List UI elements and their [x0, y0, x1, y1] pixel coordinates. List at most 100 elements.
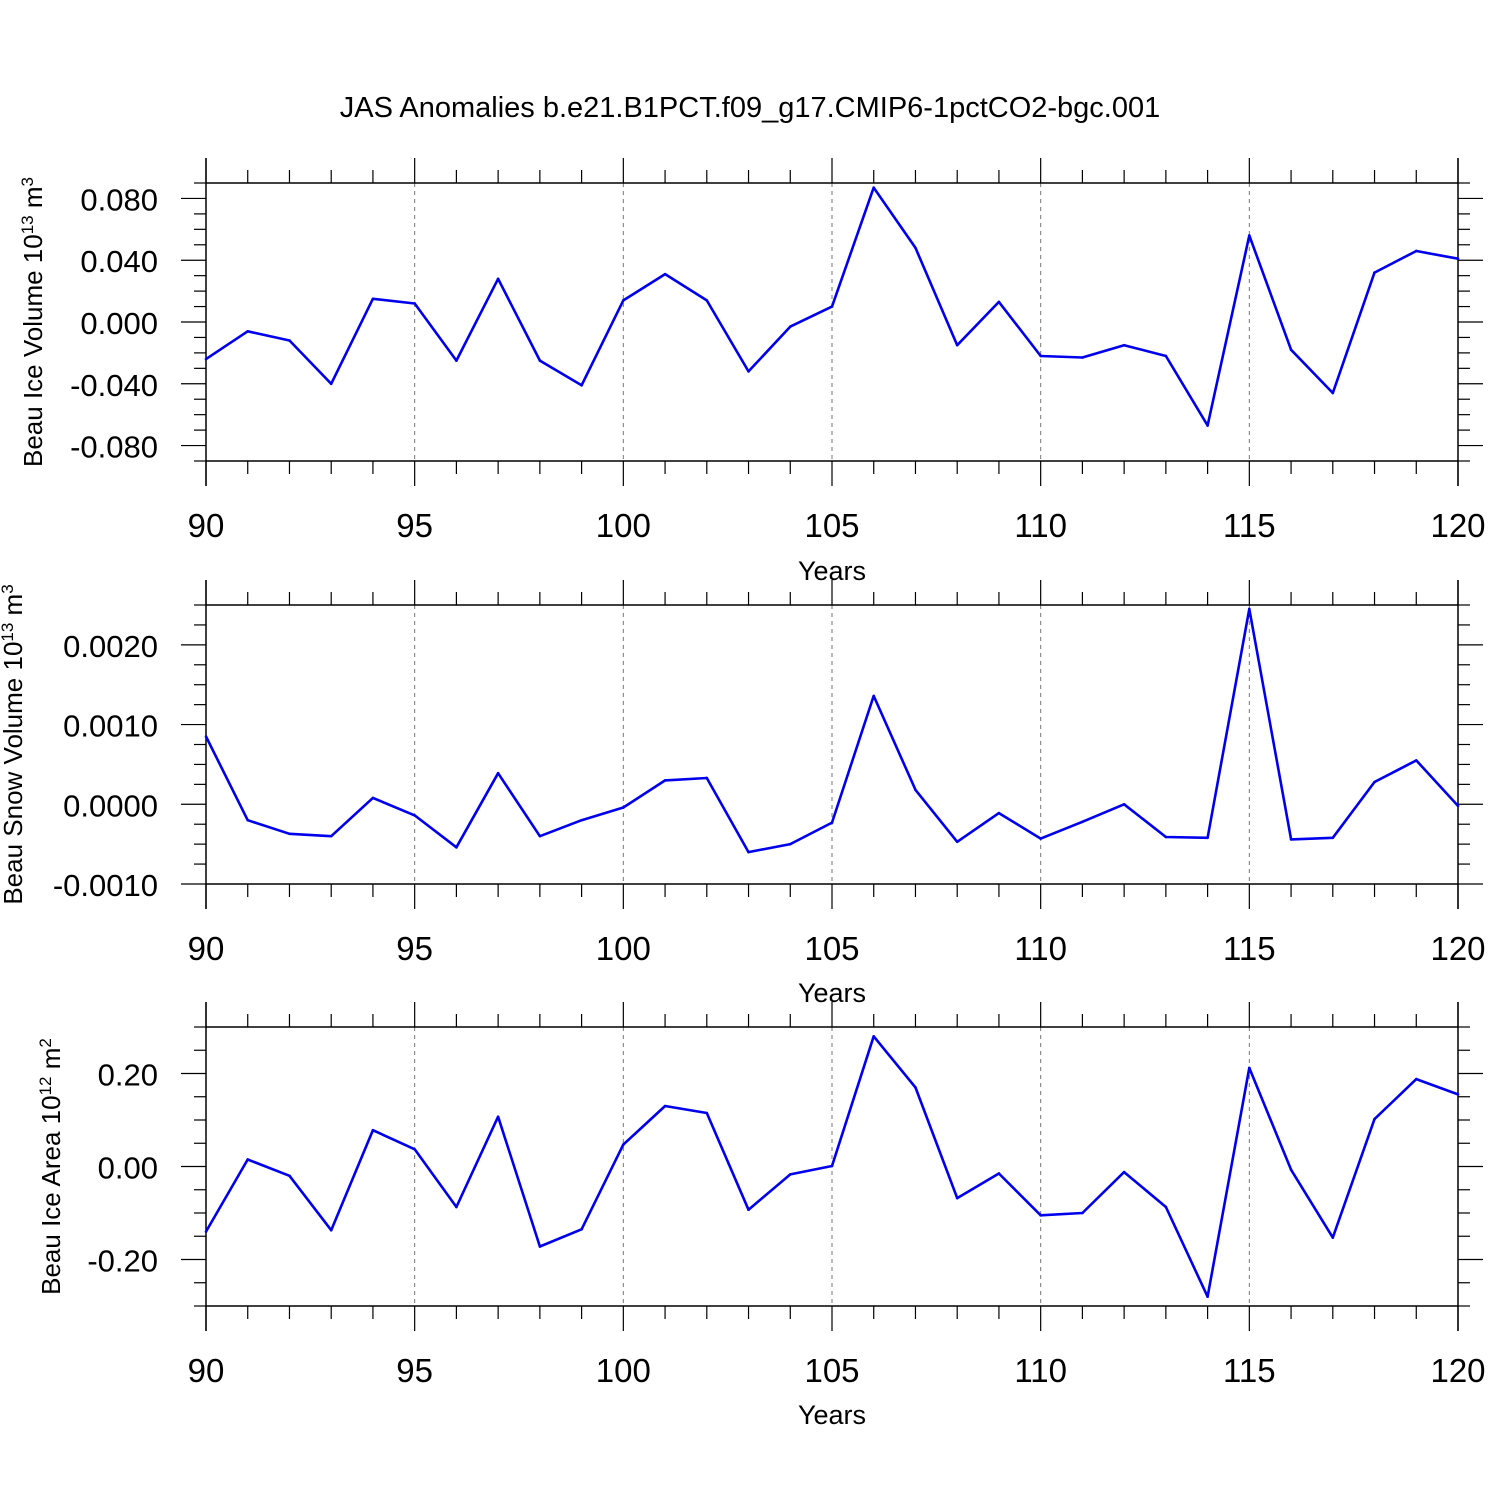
- data-point: [705, 299, 709, 302]
- x-tick-label: 110: [1014, 930, 1067, 967]
- x-tick-label: 120: [1430, 507, 1485, 544]
- data-point: [830, 1164, 834, 1168]
- data-point: [997, 300, 1001, 304]
- data-point: [1164, 835, 1168, 839]
- y-axis-label-superscript: 3: [18, 177, 37, 186]
- x-tick-label: 120: [1430, 930, 1485, 967]
- x-tick-label: 100: [596, 1352, 651, 1389]
- data-point: [288, 1174, 291, 1178]
- data-point: [1414, 249, 1418, 253]
- data-point: [663, 779, 667, 782]
- data-point: [496, 1115, 500, 1119]
- panel-1: 90 95 100 105 110 115 120Years0.0800.0400.000-…: [18, 158, 1486, 586]
- data-point: [538, 834, 542, 838]
- data-point: [997, 1172, 1001, 1175]
- data-point: [329, 382, 333, 386]
- data-point: [580, 384, 583, 387]
- x-tick-label: 100: [596, 507, 651, 544]
- x-tick-label: 115: [1223, 507, 1276, 544]
- data-point: [1331, 1236, 1335, 1239]
- data-point: [371, 796, 375, 800]
- data-point: [288, 832, 291, 836]
- data-point: [413, 302, 416, 305]
- y-tick-label: 0.0020: [63, 629, 158, 664]
- data-point: [1456, 804, 1460, 808]
- data-point: [1039, 1214, 1042, 1217]
- panel-2: 90 95 100 105 110 115 120Years0.00200.00100.00…: [0, 580, 1486, 1008]
- data-point: [663, 1104, 667, 1108]
- data-point: [1289, 838, 1293, 841]
- data-point: [788, 325, 792, 328]
- data-point: [329, 1228, 333, 1232]
- data-point: [455, 846, 458, 849]
- data-point: [622, 806, 625, 809]
- y-tick-label: 0.0010: [63, 709, 158, 744]
- data-point: [788, 1173, 792, 1176]
- y-axis-label-text: Beau Ice Area 10: [36, 1095, 66, 1294]
- data-point: [997, 811, 1001, 815]
- data-point: [1456, 1093, 1460, 1096]
- y-axis-label-superscript: 13: [18, 215, 37, 234]
- y-tick-label: -0.080: [70, 430, 158, 465]
- data-point: [1373, 1117, 1376, 1121]
- data-point: [1122, 1170, 1126, 1174]
- data-point: [1039, 354, 1042, 358]
- data-point: [1289, 348, 1293, 352]
- y-axis-label-superscript: 13: [0, 623, 17, 642]
- y-axis-label-superscript: 2: [36, 1038, 55, 1047]
- x-tick-label: 90: [188, 930, 225, 967]
- y-tick-label: 0.000: [80, 306, 158, 341]
- y-tick-label: 0.040: [80, 244, 158, 279]
- y-axis-label-superscript: 12: [36, 1076, 55, 1095]
- data-point: [914, 788, 917, 792]
- data-point: [538, 1245, 542, 1248]
- data-point: [413, 1147, 416, 1151]
- x-tick-label: 115: [1223, 930, 1276, 967]
- y-axis-label-text: m: [18, 186, 48, 215]
- y-axis-label: Beau Snow Volume 1013 m3: [0, 584, 28, 904]
- data-point: [1164, 1205, 1168, 1209]
- data-point: [788, 842, 792, 846]
- data-point: [1248, 1066, 1251, 1070]
- panel-3: 90 95 100 105 110 115 120 Years 0.20 0.00 -0.20 Bea…: [36, 1002, 1486, 1430]
- data-point: [1081, 1211, 1084, 1215]
- y-axis-label-text: m: [0, 594, 28, 623]
- data-point: [1164, 354, 1168, 358]
- x-tick-label: 115: [1223, 1352, 1276, 1389]
- y-tick-label: 0.0000: [63, 788, 158, 823]
- data-point: [1373, 271, 1376, 274]
- y-tick-label: 0.00: [98, 1151, 158, 1186]
- x-axis-label: Years: [798, 1400, 866, 1430]
- y-tick-label: 0.080: [80, 182, 158, 217]
- data-point: [1122, 343, 1126, 347]
- data-point: [1122, 802, 1126, 806]
- x-tick-label: 120: [1430, 1352, 1485, 1389]
- data-point: [914, 246, 917, 250]
- data-point: [955, 1196, 959, 1200]
- x-tick-label: 95: [396, 507, 433, 544]
- x-tick-label: 105: [804, 507, 859, 544]
- data-point: [204, 1230, 208, 1233]
- data-point: [622, 299, 625, 302]
- data-point: [1039, 837, 1042, 840]
- data-point: [1081, 820, 1084, 824]
- x-tick-label: 90: [188, 1352, 225, 1389]
- data-point: [955, 840, 959, 844]
- data-point: [747, 1208, 750, 1212]
- y-axis-label-text: Beau Ice Volume 10: [18, 234, 48, 467]
- data-point: [371, 297, 375, 301]
- data-point: [246, 818, 250, 822]
- data-point: [914, 1086, 917, 1089]
- y-axis-label-superscript: 3: [0, 584, 17, 593]
- data-point: [1331, 391, 1335, 395]
- data-point: [455, 1205, 458, 1209]
- data-point: [1081, 356, 1084, 359]
- y-axis-label: Beau Ice Area 1012 m2: [36, 1038, 67, 1295]
- y-tick-label: 0.20: [98, 1058, 158, 1093]
- data-point: [1248, 234, 1251, 237]
- data-point: [705, 1111, 709, 1115]
- data-point: [705, 776, 709, 780]
- data-point: [1206, 836, 1209, 840]
- data-point: [204, 735, 208, 738]
